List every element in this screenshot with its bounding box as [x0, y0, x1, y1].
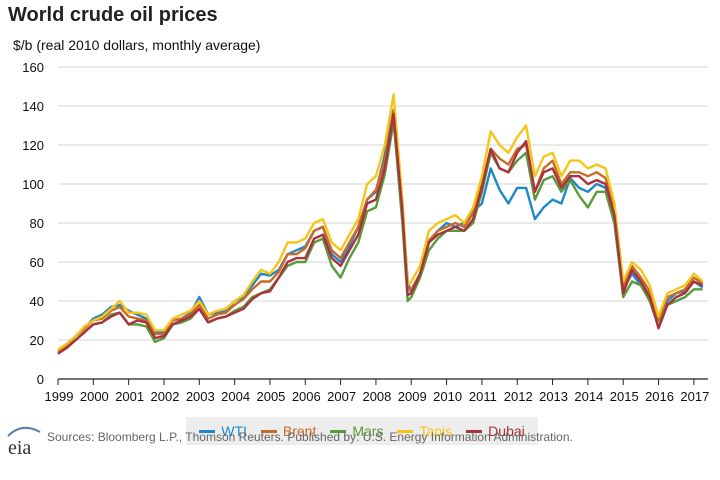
x-tick-label: 2016: [645, 389, 674, 404]
source-note: Sources: Bloomberg L.P., Thomson Reuters…: [47, 430, 573, 444]
line-chart: 0 20 40 60 80 100 120 140 160 1999 2000 2001 2002 20…: [22, 60, 709, 404]
y-tick-label: 40: [30, 294, 44, 309]
y-tick-label: 120: [22, 138, 44, 153]
x-tick-label: 2000: [80, 389, 109, 404]
legend: WTI Brent Mars Tapis Dubai: [186, 417, 538, 445]
legend-label: Tapis: [419, 423, 453, 439]
y-tick-label: 140: [22, 99, 44, 114]
legend-label: Mars: [352, 423, 384, 439]
x-axis: 1999 2000 2001 2002 2003 2004 2005 2006 2007 2008…: [45, 378, 709, 404]
legend-item-brent: Brent: [260, 423, 317, 439]
series-line-dubai: [57, 112, 704, 355]
x-tick-label: 2001: [115, 389, 144, 404]
legend-swatch: [330, 429, 347, 433]
legend-item-wti: WTI: [199, 423, 247, 439]
y-tick-labels: 0 20 40 60 80 100 120 140 160: [22, 60, 44, 387]
eia-logo: eia: [7, 426, 41, 459]
legend-item-tapis: Tapis: [397, 423, 452, 439]
y-axis-label: $/b (real 2010 dollars, monthly average): [13, 37, 261, 53]
x-tick-label: 2011: [469, 389, 497, 404]
series-line-brent: [57, 108, 704, 353]
legend-swatch: [397, 429, 414, 433]
series-line-wti: [57, 108, 704, 351]
legend-item-mars: Mars: [330, 423, 383, 439]
x-tick-label: 2005: [256, 389, 285, 404]
x-tick-label: 2017: [680, 389, 709, 404]
legend-swatch: [466, 429, 483, 433]
legend-label: Brent: [282, 423, 317, 439]
x-tick-label: 2009: [398, 389, 427, 404]
x-tick-label: 2004: [221, 389, 250, 404]
legend-swatch: [199, 429, 216, 433]
grid: [58, 66, 708, 341]
legend-item-dubai: Dubai: [466, 423, 525, 439]
y-tick-label: 160: [22, 60, 44, 75]
series-lines: [57, 93, 704, 355]
x-tick-label: 2007: [327, 389, 356, 404]
y-tick-label: 80: [30, 216, 44, 231]
legend-label: Dubai: [488, 423, 525, 439]
x-tick-label: 2006: [292, 389, 321, 404]
x-tick-label: 2010: [433, 389, 462, 404]
x-tick-label: 2015: [610, 389, 639, 404]
y-tick-label: 20: [30, 333, 44, 348]
x-tick-label: 2008: [362, 389, 391, 404]
legend-label: WTI: [221, 423, 247, 439]
y-tick-label: 100: [22, 177, 44, 192]
x-tick-label: 2003: [186, 389, 215, 404]
y-tick-label: 0: [37, 372, 44, 387]
x-tick-label: 2012: [504, 389, 533, 404]
series-line-tapis: [57, 93, 704, 351]
y-tick-label: 60: [30, 255, 44, 270]
logo-text: eia: [8, 437, 31, 459]
x-tick-label: 2014: [574, 389, 603, 404]
x-tick-label: 2002: [151, 389, 180, 404]
legend-swatch: [260, 429, 277, 433]
x-tick-label: 1999: [45, 389, 74, 404]
chart-title: World crude oil prices: [8, 4, 218, 26]
x-tick-label: 2013: [539, 389, 568, 404]
